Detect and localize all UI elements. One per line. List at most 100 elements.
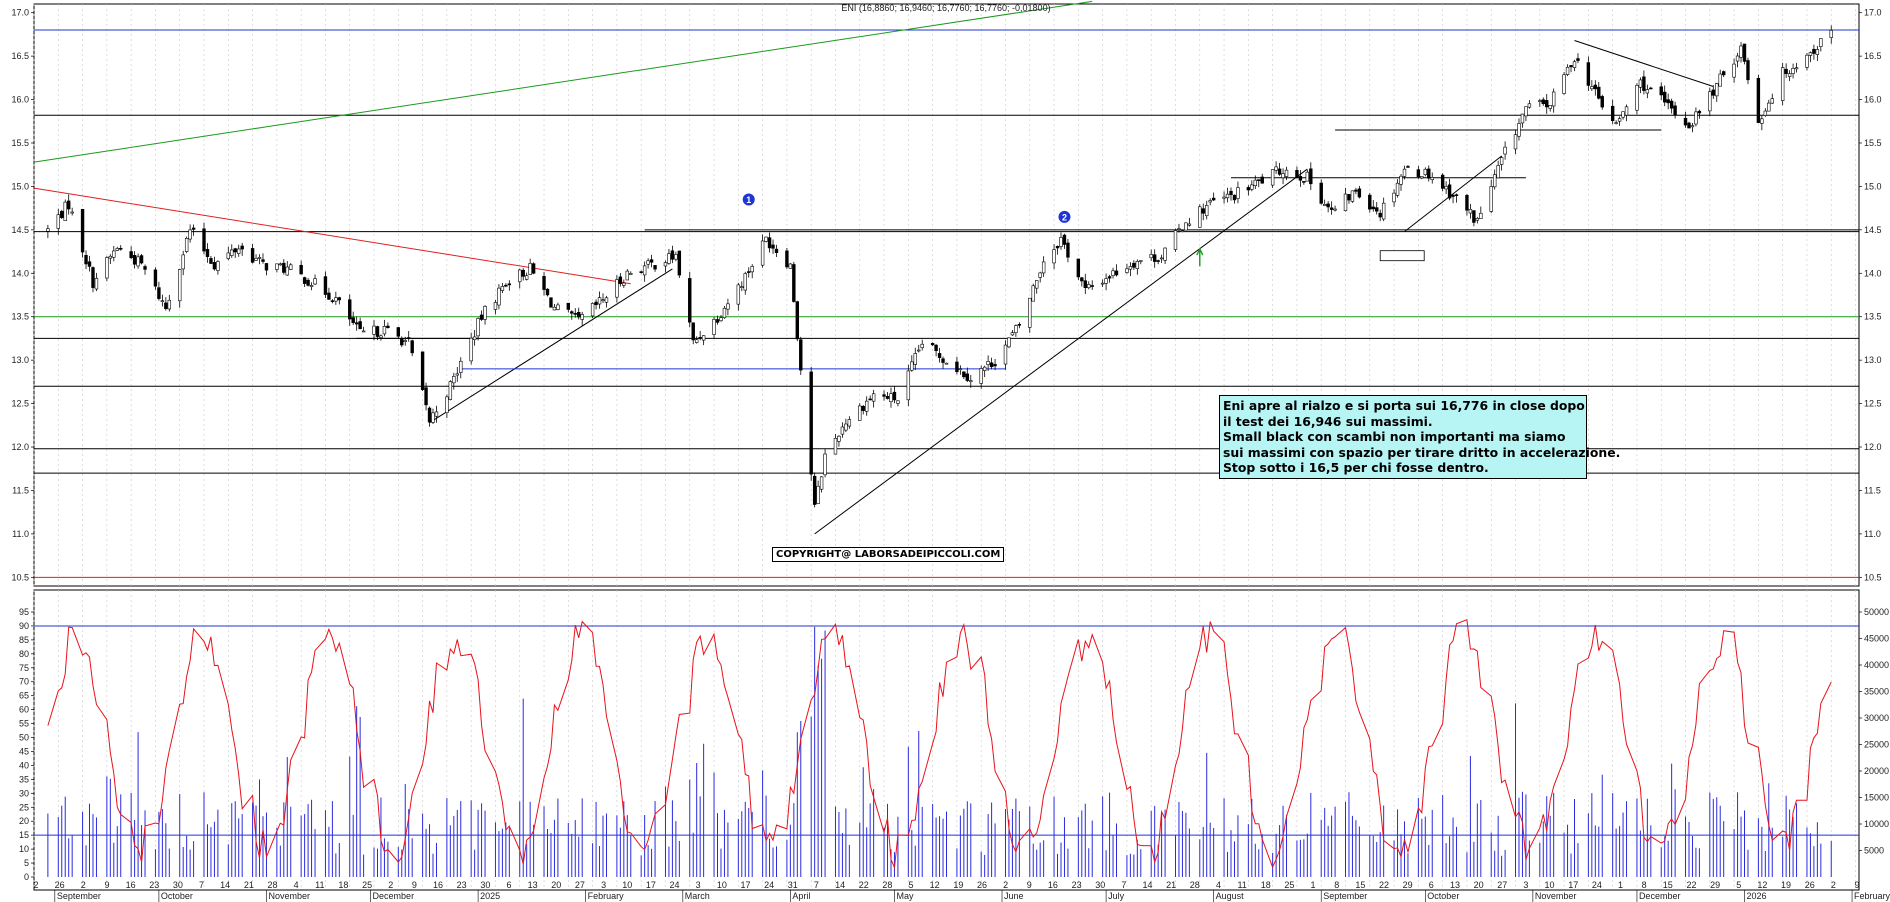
candle-body <box>1229 190 1233 195</box>
candle-body <box>1787 73 1792 77</box>
candle-body <box>882 394 886 397</box>
candle-body <box>1638 79 1643 88</box>
date-day-label: 4 <box>294 880 299 890</box>
candle-body <box>497 287 501 306</box>
candle-body <box>594 301 598 306</box>
date-day-label: 22 <box>1686 880 1696 890</box>
volume-tick-label: 10000 <box>1864 819 1889 829</box>
candle-body <box>1017 324 1022 326</box>
candle-body <box>858 405 862 421</box>
candle-body <box>1357 188 1362 198</box>
price-tick-label: 14.5 <box>1864 225 1882 235</box>
date-day-label: 5 <box>909 880 914 890</box>
candle-body <box>969 380 973 382</box>
price-tick-label: 17.0 <box>1864 8 1882 18</box>
candle-body <box>1416 169 1421 178</box>
candle-body <box>524 275 529 280</box>
oscillator-tick-label: 80 <box>19 649 29 659</box>
candle-body <box>1635 85 1639 111</box>
candle-body <box>965 373 970 381</box>
price-tick-label: 15.0 <box>11 181 29 191</box>
candle-body <box>323 276 328 295</box>
candle-body <box>639 271 643 273</box>
candle-body <box>573 313 577 315</box>
candle-body <box>1295 170 1299 178</box>
candle-body <box>1621 111 1625 118</box>
candle-body <box>1298 176 1303 181</box>
candle-body <box>861 405 865 411</box>
price-tick-label: 12.0 <box>1864 442 1882 452</box>
candle-body <box>1177 228 1181 230</box>
candle-body <box>139 255 144 264</box>
candle-body <box>493 302 498 310</box>
candle-body <box>740 286 744 288</box>
candle-body <box>917 349 921 352</box>
candle-body <box>958 368 963 371</box>
candle-body <box>736 284 741 305</box>
candle-body <box>1343 193 1348 212</box>
candle-body <box>240 245 244 250</box>
price-tick-label: 12.5 <box>11 399 29 409</box>
candle-body <box>1149 254 1153 259</box>
volume-tick-label: 45000 <box>1864 634 1889 644</box>
candle-body <box>1468 209 1473 214</box>
candle-body <box>348 299 352 320</box>
candle-body <box>1038 272 1042 278</box>
candle-body <box>1090 285 1094 287</box>
date-month-label: 2026 <box>1747 891 1767 901</box>
date-month-label: August <box>1216 891 1245 901</box>
date-month-label: May <box>896 891 914 901</box>
candlesticks <box>46 25 1833 508</box>
volume-tick-label: 30000 <box>1864 713 1889 723</box>
candle-body <box>1180 230 1185 232</box>
candle-body <box>1107 276 1112 279</box>
date-day-label: 25 <box>362 880 372 890</box>
candle-body <box>1444 186 1448 190</box>
price-tick-label: 10.5 <box>1864 572 1882 582</box>
candle-body <box>1152 254 1157 262</box>
candle-body <box>330 300 335 302</box>
candle-body <box>653 265 657 270</box>
date-day-label: 6 <box>1429 880 1434 890</box>
candle-body <box>1402 168 1407 177</box>
volume-tick-label: 35000 <box>1864 687 1889 697</box>
candle-body <box>299 264 303 275</box>
date-day-label: 10 <box>622 880 632 890</box>
candle-body <box>1593 84 1598 90</box>
date-day-label: 8 <box>1642 880 1647 890</box>
candle-body <box>507 283 512 286</box>
candle-body <box>1274 166 1278 171</box>
candle-body <box>1666 99 1670 104</box>
date-day-label: 1 <box>1311 880 1316 890</box>
date-day-label: 23 <box>457 880 467 890</box>
candle-body <box>1475 218 1480 221</box>
candle-body <box>812 475 817 505</box>
volume-bars <box>47 626 1832 877</box>
candle-body <box>920 343 924 349</box>
oscillator-tick-label: 90 <box>19 621 29 631</box>
candle-body <box>941 358 945 363</box>
candle-body <box>1035 280 1039 289</box>
candle-body <box>1406 166 1410 168</box>
candle-body <box>337 297 342 301</box>
candle-body <box>1028 297 1032 328</box>
candle-body <box>1718 73 1722 87</box>
candle-body <box>143 266 147 270</box>
oscillator-tick-label: 25 <box>19 802 29 812</box>
date-day-label: 16 <box>126 880 136 890</box>
date-day-label: 26 <box>55 880 65 890</box>
candle-body <box>1125 268 1129 273</box>
candle-body <box>823 453 827 476</box>
price-tick-label: 11.0 <box>12 529 29 539</box>
candle-body <box>1173 230 1178 250</box>
candle-body <box>871 393 876 402</box>
date-day-label: 7 <box>1121 880 1126 890</box>
oscillator-tick-label: 10 <box>19 844 29 854</box>
date-day-label: 26 <box>1805 880 1815 890</box>
date-month-label: September <box>1323 891 1367 901</box>
candle-body <box>66 200 71 210</box>
candle-body <box>261 259 265 262</box>
candle-body <box>1201 208 1205 214</box>
candle-body <box>1770 98 1774 104</box>
candle-body <box>1742 43 1747 62</box>
